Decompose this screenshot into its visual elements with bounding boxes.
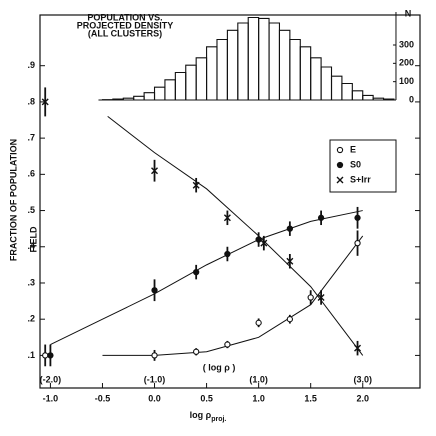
fit-curve (50, 210, 363, 345)
histogram-bar (195, 57, 208, 100)
legend-label: E (350, 144, 356, 154)
inset-title: PROJECTED DENSITY (77, 20, 174, 30)
histogram-bar (133, 95, 145, 100)
histogram-bar (153, 86, 166, 100)
histogram-bar (174, 71, 187, 100)
histogram-bar (247, 16, 260, 100)
data-point (151, 167, 159, 175)
y-tick-label: .3 (27, 277, 35, 287)
histogram-bar (341, 82, 353, 100)
x-tick-label: -1.0 (43, 393, 59, 403)
inset-y-tick-label: 0 (409, 94, 414, 104)
inset-title: (ALL CLUSTERS) (88, 28, 162, 38)
data-point (42, 352, 49, 359)
histogram-bar (237, 22, 249, 100)
y-tick-label: .8 (27, 96, 35, 106)
data-point (224, 250, 231, 258)
data-point (151, 287, 158, 294)
legend-marker (336, 176, 344, 184)
histogram-bar (278, 29, 291, 100)
inset-y-tick-label: 200 (399, 58, 414, 68)
x-tick-label: 1.0 (252, 393, 265, 403)
data-point (307, 294, 314, 301)
data-point (192, 181, 200, 189)
y-tick-label: .5 (27, 205, 35, 215)
histogram-bar (289, 38, 301, 100)
x-tick-label: 1.5 (304, 393, 317, 403)
histogram-bar (164, 79, 176, 100)
y-tick-label: .1 (27, 350, 35, 360)
field-label: FIELD (28, 226, 38, 252)
data-point (286, 257, 294, 265)
data-point (354, 344, 362, 352)
fit-curve (102, 235, 364, 356)
data-point (223, 214, 231, 222)
y-tick-label: .9 (27, 60, 35, 70)
x-axis-label-sub: proj. (211, 416, 226, 423)
data-point (286, 225, 294, 232)
data-point (286, 316, 294, 323)
y-tick-label: .4 (27, 241, 35, 251)
data-point (354, 214, 361, 221)
data-point (224, 341, 231, 348)
inset-y-tick-label: 100 (399, 76, 414, 86)
data-point (193, 348, 200, 355)
data-point (260, 239, 268, 247)
data-point (193, 268, 200, 276)
data-point (317, 293, 325, 301)
plot-frame (39, 14, 421, 389)
histogram-bar (362, 94, 374, 100)
x-tick-label: 0.5 (200, 393, 213, 403)
secondary-x-label: (3.0) (353, 374, 372, 384)
y-tick-label: .2 (27, 314, 35, 324)
fit-curve (107, 116, 364, 356)
histogram-bar (310, 57, 322, 100)
x-axis-label-main: log ρ (190, 410, 212, 420)
data-point (151, 352, 158, 359)
data-point (317, 214, 325, 221)
histogram-bar (216, 38, 228, 100)
histogram-bar (351, 90, 364, 100)
histogram-bar (226, 29, 239, 100)
legend-label: S+Irr (350, 174, 371, 184)
histogram-bar (268, 22, 281, 100)
x-axis-label: log ρproj. (190, 410, 227, 422)
histogram-bar (258, 17, 270, 100)
inset-y-label: N (405, 8, 412, 18)
secondary-x-title: ( log ρ ) (203, 362, 236, 372)
inset-title: POPULATION VS. (87, 12, 162, 22)
data-point (255, 319, 262, 326)
histogram-bar (206, 46, 218, 100)
x-tick-label: 0.0 (148, 393, 161, 403)
histogram-bar (330, 75, 343, 100)
secondary-x-label: (-1.0) (144, 374, 166, 384)
x-tick-label: -0.5 (95, 393, 111, 403)
histogram-bar (320, 66, 333, 100)
legend-marker (336, 146, 344, 154)
data-point (354, 239, 361, 247)
histogram-bar (143, 92, 156, 100)
histogram-bar (299, 46, 312, 100)
data-point (47, 352, 54, 359)
inset-y-tick-label: 300 (399, 39, 414, 49)
secondary-x-label: (-2.0) (40, 374, 62, 384)
x-tick-label: 2.0 (356, 393, 369, 403)
y-axis-label: FRACTION OF POPULATION (8, 139, 18, 261)
y-tick-label: .7 (27, 133, 35, 143)
legend-label: S0 (350, 159, 361, 169)
histogram-bar (185, 64, 197, 100)
legend-marker (336, 161, 344, 169)
data-point (255, 236, 262, 243)
secondary-x-label: (1.0) (249, 374, 268, 384)
data-point (41, 98, 49, 106)
y-tick-label: .6 (27, 169, 35, 179)
histogram-bar (383, 98, 395, 100)
